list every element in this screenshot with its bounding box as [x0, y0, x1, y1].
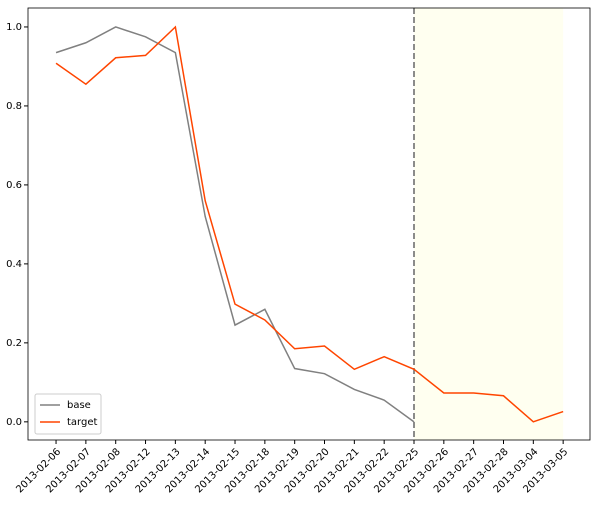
y-tick-label: 0.4 — [6, 259, 22, 270]
y-tick-label: 0.2 — [6, 338, 22, 349]
highlight-region — [414, 8, 564, 440]
legend-box — [34, 393, 102, 435]
line-series — [55, 25, 564, 423]
y-tick-label: 0.6 — [6, 180, 22, 191]
plot-frame — [27, 7, 591, 441]
y-tick-label: 1.0 — [6, 22, 22, 33]
legend-label: base — [67, 400, 91, 411]
legend-label: target — [67, 417, 97, 428]
y-tick-label: 0.0 — [6, 417, 22, 428]
line-series — [55, 26, 415, 423]
y-tick-label: 0.8 — [6, 101, 22, 112]
